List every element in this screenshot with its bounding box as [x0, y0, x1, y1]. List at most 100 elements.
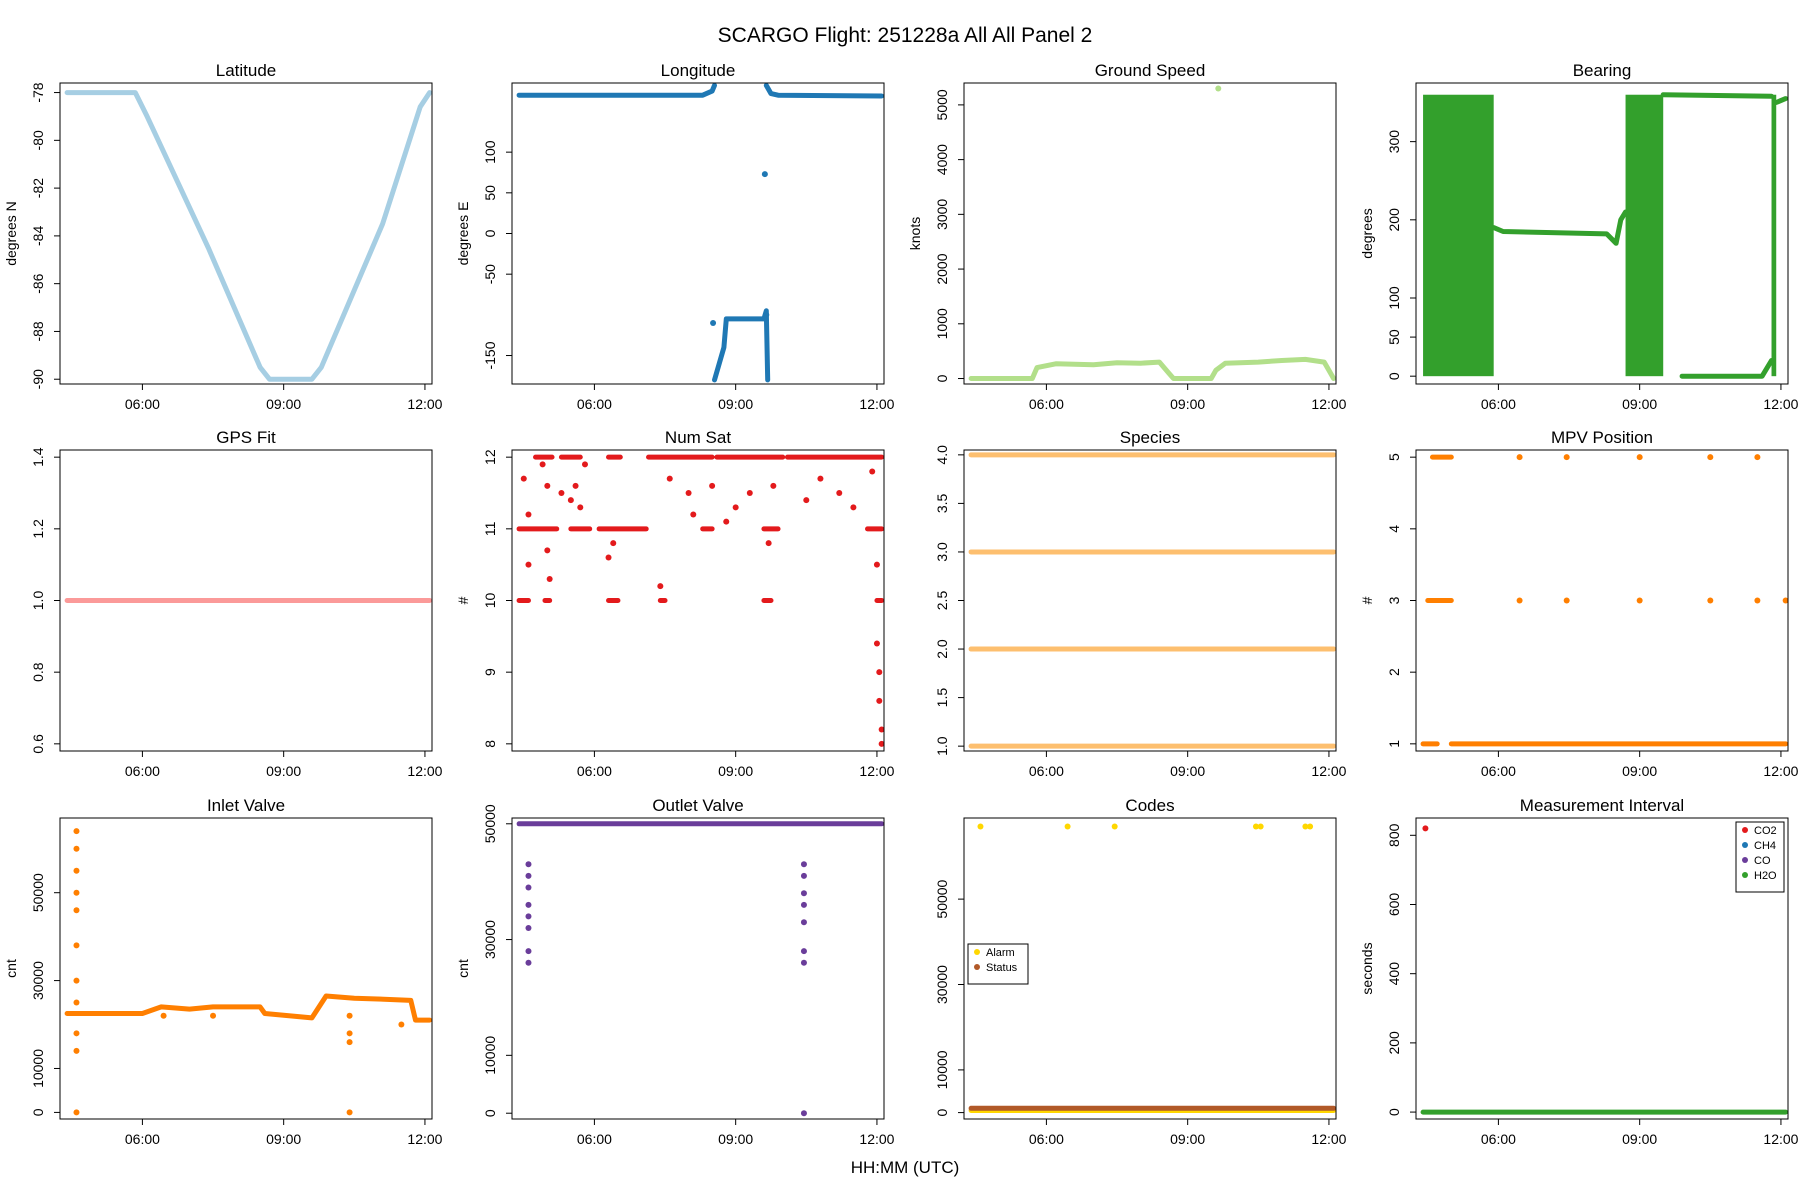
latitude-plot-area — [64, 90, 432, 382]
gps-fit-xtick-label-2: 12:00 — [407, 763, 442, 779]
species-plot-area — [968, 452, 1336, 749]
measurement-interval-legend-label-1: CH4 — [1754, 840, 1776, 852]
codes-frame — [963, 817, 1337, 1120]
bearing-series-bearing-track-4 — [1773, 96, 1788, 105]
mpv-position-series-mpv-position-scatter-point-3 — [1563, 597, 1570, 604]
inlet-valve-series-inlet-valve-scatter-point-3 — [73, 889, 80, 896]
num-sat-ytick-label-0: 8 — [482, 740, 498, 748]
gps-fit-ytick-label-2: 1.0 — [30, 591, 46, 611]
inlet-valve-title: Inlet Valve — [207, 796, 285, 815]
inlet-valve-series-inlet-valve-scatter-point-1 — [73, 845, 80, 852]
measurement-interval-series-co2-outlier-point-0 — [1422, 825, 1429, 832]
codes-series-alarm-scatter-point-3 — [1252, 823, 1259, 830]
inlet-valve-xtick-label-0: 06:00 — [125, 1131, 160, 1147]
codes-series-alarm-scatter-point-4 — [1257, 823, 1264, 830]
gps-fit-xtick-label-1: 09:00 — [266, 763, 301, 779]
num-sat-series-num-sat-scatter-point-12 — [605, 554, 612, 561]
num-sat-series-num-sat-scatter-point-2 — [525, 561, 532, 568]
longitude-xtick-label-2: 12:00 — [859, 396, 894, 412]
codes-ytick-label-1: 10000 — [934, 1050, 950, 1089]
latitude-series-latitude — [64, 90, 432, 382]
latitude-ytick-label-4: -82 — [30, 178, 46, 198]
species-ytick-label-1: 1.5 — [934, 688, 950, 708]
outlet-valve-series-outlet-valve-scatter-point-14 — [800, 959, 807, 966]
num-sat-ylabel: # — [455, 596, 471, 604]
outlet-valve-series-outlet-valve-scatter-point-10 — [800, 890, 807, 897]
latitude-ytick-label-6: -78 — [30, 82, 46, 102]
ground-speed-ytick-label-4: 4000 — [934, 144, 950, 175]
measurement-interval-legend: CO2 CH4 CO H2O — [1735, 821, 1785, 893]
bearing-series-bearing-track — [1491, 209, 1628, 246]
outlet-valve-series-outlet-valve-scatter-point-9 — [800, 872, 807, 879]
num-sat-series-num-sat-scatter-point-5 — [544, 547, 551, 554]
measurement-interval-legend-marker-2 — [1742, 857, 1748, 863]
num-sat-series-num-sat-scatter-point-26 — [836, 490, 843, 496]
mpv-position-ytick-label-0: 1 — [1386, 740, 1402, 748]
num-sat-series-num-sat-scatter-point-19 — [723, 518, 730, 525]
species-frame — [963, 449, 1337, 752]
mpv-position-series-mpv-position-scatter-point-9 — [1754, 597, 1761, 604]
inlet-valve-ytick-label-0: 0 — [30, 1108, 46, 1116]
num-sat-series-num-sat-scatter-point-29 — [873, 561, 880, 568]
codes-series-alarm-scatter-point-6 — [1307, 823, 1314, 830]
num-sat-series-num-sat-scatter-point-30 — [873, 640, 880, 647]
inlet-valve-series-inlet-valve-scatter-point-16 — [346, 1109, 353, 1116]
species-ytick-label-4: 3.0 — [934, 542, 950, 562]
inlet-valve-series-inlet-valve-scatter-point-6 — [73, 977, 80, 984]
num-sat-ytick-label-4: 12 — [482, 449, 498, 465]
bearing-ylabel: degrees — [1359, 208, 1375, 259]
inlet-valve-frame — [59, 817, 433, 1120]
codes-title: Codes — [1125, 796, 1174, 815]
inlet-valve-series-inlet-valve-scatter-point-9 — [73, 1047, 80, 1054]
inlet-valve-series-inlet-valve-scatter-point-12 — [210, 1012, 217, 1019]
latitude-xtick-label-1: 09:00 — [266, 396, 301, 412]
outlet-valve-xtick-label-1: 09:00 — [718, 1131, 753, 1147]
inlet-valve-xtick-label-2: 12:00 — [407, 1131, 442, 1147]
measurement-interval-legend-label-3: H2O — [1754, 870, 1777, 882]
measurement-interval-ytick-label-3: 600 — [1386, 893, 1402, 917]
outlet-valve-series-outlet-valve-scatter-point-2 — [525, 884, 532, 891]
ground-speed-xtick-label-0: 06:00 — [1029, 396, 1064, 412]
bearing-series-bearing-track-2 — [1660, 92, 1774, 99]
mpv-position-series-mpv-position-scatter-point-1 — [1516, 597, 1523, 604]
outlet-valve-title: Outlet Valve — [652, 796, 743, 815]
ground-speed-ytick-label-5: 5000 — [934, 89, 950, 120]
inlet-valve-series-inlet-valve-scatter-point-5 — [73, 942, 80, 949]
inlet-valve-series-inlet-valve-scatter-point-13 — [346, 1012, 353, 1019]
outlet-valve-series-outlet-valve-scatter-point-0 — [525, 861, 532, 868]
num-sat-title: Num Sat — [665, 428, 731, 447]
codes-legend-marker-1 — [974, 964, 980, 970]
latitude-xtick-label-2: 12:00 — [407, 396, 442, 412]
ground-speed-plot-area — [968, 85, 1336, 381]
num-sat-series-num-sat-scatter-point-15 — [666, 475, 673, 482]
ground-speed-xtick-label-1: 09:00 — [1170, 396, 1205, 412]
ground-speed-panel: Ground Speed knots 06:00 09:00 12:00 0 1000 200… — [907, 61, 1347, 412]
num-sat-series-num-sat-scatter-point-9 — [572, 482, 579, 489]
mpv-position-ytick-label-3: 4 — [1386, 525, 1402, 533]
inlet-valve-series-inlet-valve — [64, 993, 432, 1023]
num-sat-series-num-sat-scatter-point-8 — [567, 497, 574, 504]
longitude-ytick-label-1: -50 — [482, 264, 498, 284]
measurement-interval-legend-marker-0 — [1742, 827, 1748, 833]
codes-series-alarm-scatter-point-2 — [1111, 823, 1118, 830]
codes-legend-label-0: Alarm — [986, 947, 1015, 959]
species-ytick-label-2: 2.0 — [934, 639, 950, 659]
codes-ytick-label-0: 0 — [934, 1108, 950, 1116]
longitude-ytick-label-2: 0 — [482, 229, 498, 237]
bearing-xtick-label-1: 09:00 — [1622, 396, 1657, 412]
num-sat-series-num-sat-scatter-point-24 — [803, 497, 810, 504]
num-sat-series-num-sat-scatter-point-16 — [685, 490, 692, 496]
outlet-valve-series-outlet-valve-scatter-point-5 — [525, 924, 532, 931]
bearing-series-bearing-track-3 — [1679, 358, 1774, 379]
species-xtick-label-1: 09:00 — [1170, 763, 1205, 779]
mpv-position-series-mpv-position-scatter-point-4 — [1636, 454, 1643, 461]
num-sat-series-num-sat-scatter-point-17 — [690, 511, 697, 518]
num-sat-ytick-label-2: 10 — [482, 593, 498, 609]
codes-legend-marker-0 — [974, 949, 980, 955]
outlet-valve-series-outlet-valve-scatter-point-15 — [800, 1110, 807, 1117]
outlet-valve-series-outlet-valve-scatter-point-8 — [800, 861, 807, 868]
num-sat-series-num-sat-scatter-point-4 — [544, 482, 551, 489]
outlet-valve-plot-area — [516, 821, 884, 1117]
mpv-position-series-mpv-position-scatter-point-7 — [1707, 597, 1714, 604]
bearing-series-bearing-scatter-3-band — [1771, 94, 1777, 377]
